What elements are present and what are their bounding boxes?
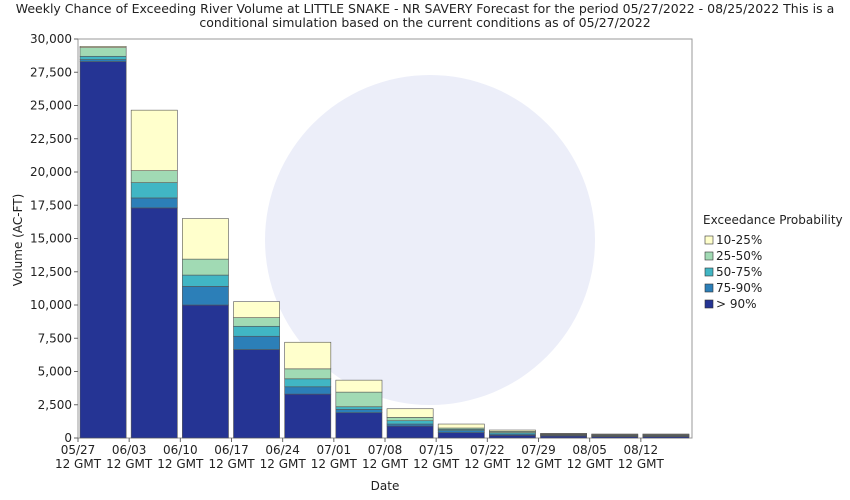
bar-segment	[130, 170, 178, 183]
bar-segment	[79, 61, 127, 439]
legend-label: 10-25%	[716, 233, 762, 247]
x-tick-label: 07/22 12 GMT	[464, 443, 511, 471]
watermark	[265, 75, 595, 405]
legend-swatch	[704, 283, 714, 293]
y-tick-label: 22,500	[30, 132, 72, 146]
x-tick-label: 06/24 12 GMT	[260, 443, 307, 471]
y-tick-label: 10,000	[30, 298, 72, 312]
bar-segment	[386, 425, 434, 439]
chart-title: conditional simulation based on the curr…	[199, 15, 650, 30]
bar-segment	[284, 378, 332, 388]
bar-segment	[335, 379, 383, 393]
y-axis-label: Volume (AC-FT)	[11, 194, 25, 287]
bar-segment	[182, 274, 229, 287]
bar-segment	[284, 341, 332, 370]
x-tick-label: 06/10 12 GMT	[157, 443, 204, 471]
bar-segment	[233, 349, 280, 439]
legend-title: Exceedance Probability	[703, 213, 843, 227]
bar-segment	[335, 391, 383, 408]
y-tick-label: 27,500	[30, 65, 72, 79]
x-tick-label: 05/27 12 GMT	[55, 443, 102, 471]
bar-segment	[79, 47, 127, 57]
y-tick-label: 12,500	[30, 265, 72, 279]
bar-segment	[386, 408, 434, 418]
chart-title: Weekly Chance of Exceeding River Volume …	[16, 1, 835, 16]
bar-segment	[182, 258, 229, 276]
y-tick-label: 5,000	[38, 365, 72, 379]
legend-label: 25-50%	[716, 249, 762, 263]
bar-segment	[386, 420, 434, 425]
bar-segment	[233, 301, 280, 318]
x-tick-label: 06/03 12 GMT	[106, 443, 153, 471]
bar-segment	[335, 406, 383, 410]
bar-segment	[182, 304, 229, 439]
bar-segment	[335, 409, 383, 414]
y-tick-label: 20,000	[30, 165, 72, 179]
bar-segment	[130, 182, 178, 199]
legend-label: 75-90%	[716, 281, 762, 295]
bar-segment	[182, 218, 229, 260]
bar-segment	[540, 433, 587, 435]
bar-segment	[335, 412, 383, 439]
bar-segment	[489, 435, 536, 439]
bar-segment	[130, 109, 178, 171]
y-tick-label: 0	[64, 431, 72, 445]
y-tick-label: 25,000	[30, 99, 72, 113]
x-tick-label: 07/29 12 GMT	[515, 443, 562, 471]
bar-segment	[642, 433, 690, 435]
bar-segment	[284, 393, 332, 439]
bar-segment	[182, 286, 229, 306]
legend-label: > 90%	[716, 297, 757, 311]
x-tick-label: 08/05 12 GMT	[567, 443, 614, 471]
legend-swatch	[704, 251, 714, 261]
y-tick-label: 2,500	[38, 398, 72, 412]
legend-swatch	[704, 235, 714, 245]
bar-segment	[284, 386, 332, 395]
legend-swatch	[704, 299, 714, 309]
bar-segment	[233, 335, 280, 350]
bar-segment	[284, 368, 332, 380]
x-tick-label: 07/08 12 GMT	[362, 443, 409, 471]
bar-segment	[233, 325, 280, 337]
legend-label: 50-75%	[716, 265, 762, 279]
bar-segment	[437, 432, 485, 439]
y-tick-label: 17,500	[30, 198, 72, 212]
y-tick-label: 15,000	[30, 232, 72, 246]
x-tick-label: 07/01 12 GMT	[311, 443, 358, 471]
bar-segment	[130, 207, 178, 439]
bar-segment	[79, 46, 127, 48]
x-tick-label: 07/15 12 GMT	[413, 443, 460, 471]
x-tick-label: 08/12 12 GMT	[618, 443, 665, 471]
x-tick-label: 06/17 12 GMT	[208, 443, 255, 471]
bar-segment	[591, 433, 639, 435]
legend-swatch	[704, 267, 714, 277]
bar-segment	[79, 55, 127, 60]
bar-segment	[437, 423, 485, 429]
x-axis-label: Date	[371, 479, 400, 493]
bar-segment	[386, 417, 434, 422]
bar-segment	[489, 429, 536, 432]
y-tick-label: 7,500	[38, 331, 72, 345]
y-tick-label: 30,000	[30, 32, 72, 46]
bar-segment	[233, 317, 280, 327]
bar-segment	[130, 197, 178, 209]
